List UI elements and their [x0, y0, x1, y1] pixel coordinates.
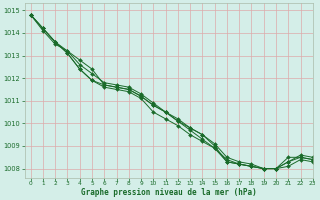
X-axis label: Graphe pression niveau de la mer (hPa): Graphe pression niveau de la mer (hPa) [81, 188, 257, 197]
